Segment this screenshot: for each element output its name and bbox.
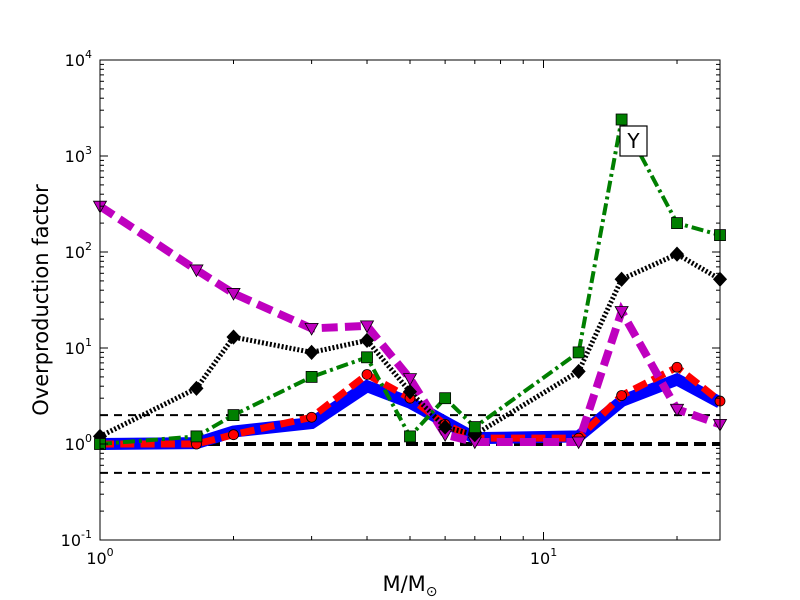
marker-square	[227, 409, 240, 422]
data-series	[100, 113, 720, 450]
marker-triangle-down	[304, 323, 319, 336]
annotation-box	[619, 125, 648, 157]
marker-square	[404, 430, 416, 443]
marker-square	[671, 217, 683, 230]
marker-square	[572, 346, 585, 359]
y-tick-label: 103	[65, 144, 92, 166]
reference-lines	[100, 414, 720, 474]
y-tick-label: 10-1	[61, 528, 92, 550]
marker-square	[439, 392, 452, 405]
marker-diamond	[359, 332, 375, 348]
marker-triangle-down	[614, 306, 629, 319]
marker-square	[190, 430, 203, 443]
y-tick-label: 100	[65, 432, 92, 454]
x-axis-label-subscript: ⊙	[426, 584, 438, 600]
x-tick-label: 101	[530, 546, 557, 568]
axis-ticks	[99, 59, 720, 541]
marker-circle	[361, 369, 373, 380]
marker-diamond	[402, 384, 418, 400]
marker-diamond	[438, 419, 453, 435]
y-tick-label: 101	[65, 336, 92, 358]
marker-square	[305, 370, 318, 383]
x-tick-label: 100	[86, 546, 113, 568]
marker-triangle-down	[669, 403, 685, 417]
y-tick-label: 102	[65, 240, 92, 262]
marker-triangle-down	[571, 436, 586, 450]
marker-triangle-down	[189, 264, 204, 278]
marker-diamond	[304, 344, 319, 360]
y-axis-label: Overproduction factor	[29, 184, 53, 416]
y-tick-label: 104	[65, 48, 92, 70]
marker-diamond	[226, 329, 241, 345]
marker-triangle-down	[359, 320, 375, 334]
marker-circle	[228, 429, 239, 441]
marker-diamond	[189, 380, 204, 396]
marker-diamond	[669, 246, 685, 262]
marker-diamond	[614, 271, 629, 287]
marker-circle	[306, 411, 318, 423]
marker-circle	[671, 361, 683, 373]
marker-triangle-down	[226, 288, 241, 301]
marker-diamond	[571, 363, 586, 380]
marker-triangle-down	[402, 373, 418, 386]
marker-circle	[616, 390, 628, 401]
x-axis-label: M/M⊙	[382, 572, 437, 600]
series-line-3	[100, 251, 720, 439]
marker-square	[615, 113, 628, 126]
annotation: Y	[619, 125, 648, 157]
marker-square	[361, 351, 373, 364]
annotation-label: Y	[626, 129, 640, 153]
marker-square	[468, 421, 481, 433]
